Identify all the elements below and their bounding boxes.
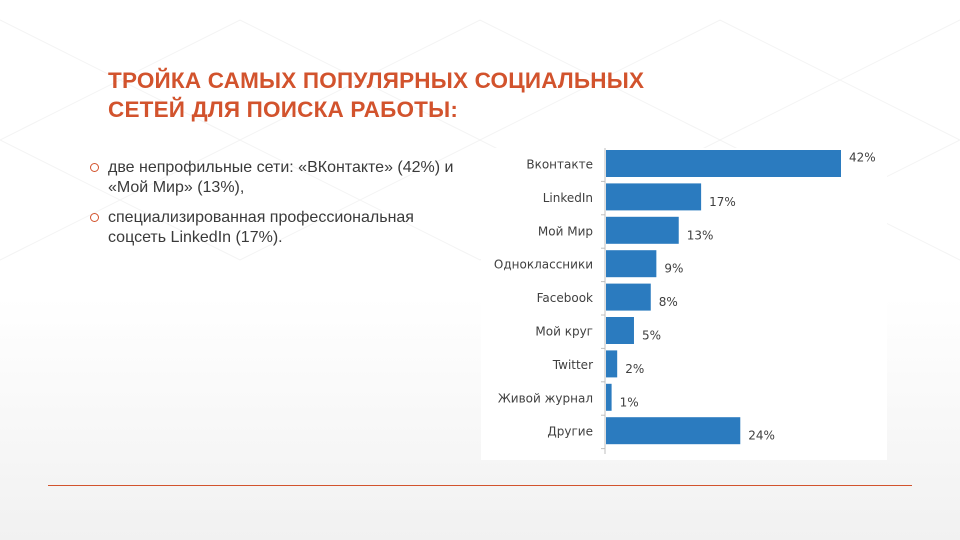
title-line-1: ТРОЙКА САМЫХ ПОПУЛЯРНЫХ СОЦИАЛЬНЫХ: [108, 68, 645, 93]
category-label: Мой круг: [535, 325, 593, 339]
data-label: 1%: [620, 395, 639, 409]
bullet-text: две непрофильные сети: «ВКонтакте» (42%)…: [108, 159, 454, 196]
data-label: 8%: [659, 295, 678, 309]
footer-divider: [48, 485, 912, 486]
bar: [606, 283, 651, 311]
category-label: Живой журнал: [498, 391, 593, 405]
data-label: 24%: [748, 429, 775, 443]
bar: [606, 216, 679, 244]
title-line-2: СЕТЕЙ ДЛЯ ПОИСКА РАБОТЫ:: [108, 97, 459, 122]
bar: [606, 183, 702, 211]
bar: [606, 383, 612, 411]
data-label: 42%: [849, 151, 876, 165]
category-label: Facebook: [537, 291, 593, 305]
bar-chart: Вконтакте 42% LinkedIn 17% Мой Мир 13% Однокла…: [494, 148, 876, 454]
category-label: Другие: [547, 425, 593, 439]
bar: [606, 150, 841, 177]
data-label: 13%: [687, 228, 714, 242]
data-label: 5%: [642, 329, 661, 343]
bullet-list: две непрофильные сети: «ВКонтакте» (42%)…: [90, 158, 470, 258]
data-label: 2%: [625, 362, 644, 376]
bar: [606, 250, 657, 278]
bullet-text: специализированная профессиональная соцс…: [108, 209, 414, 246]
data-label: 17%: [709, 195, 736, 209]
bullet-item: две непрофильные сети: «ВКонтакте» (42%)…: [90, 158, 470, 198]
circle-bullet-icon: [90, 163, 99, 172]
category-label: Мой Мир: [538, 224, 593, 238]
bar: [606, 417, 741, 445]
circle-bullet-icon: [90, 213, 99, 222]
category-label: Twitter: [552, 358, 593, 372]
bullet-item: специализированная профессиональная соцс…: [90, 208, 470, 248]
bar: [606, 317, 634, 344]
slide-title: ТРОЙКА САМЫХ ПОПУЛЯРНЫХ СОЦИАЛЬНЫХ СЕТЕЙ…: [108, 66, 808, 124]
category-label: Одноклассники: [494, 258, 593, 272]
data-label: 9%: [664, 262, 683, 276]
category-label: Вконтакте: [526, 158, 593, 172]
bar: [606, 350, 618, 378]
chart-panel: Вконтакте 42% LinkedIn 17% Мой Мир 13% Однокла…: [481, 148, 887, 460]
category-label: LinkedIn: [543, 191, 593, 205]
